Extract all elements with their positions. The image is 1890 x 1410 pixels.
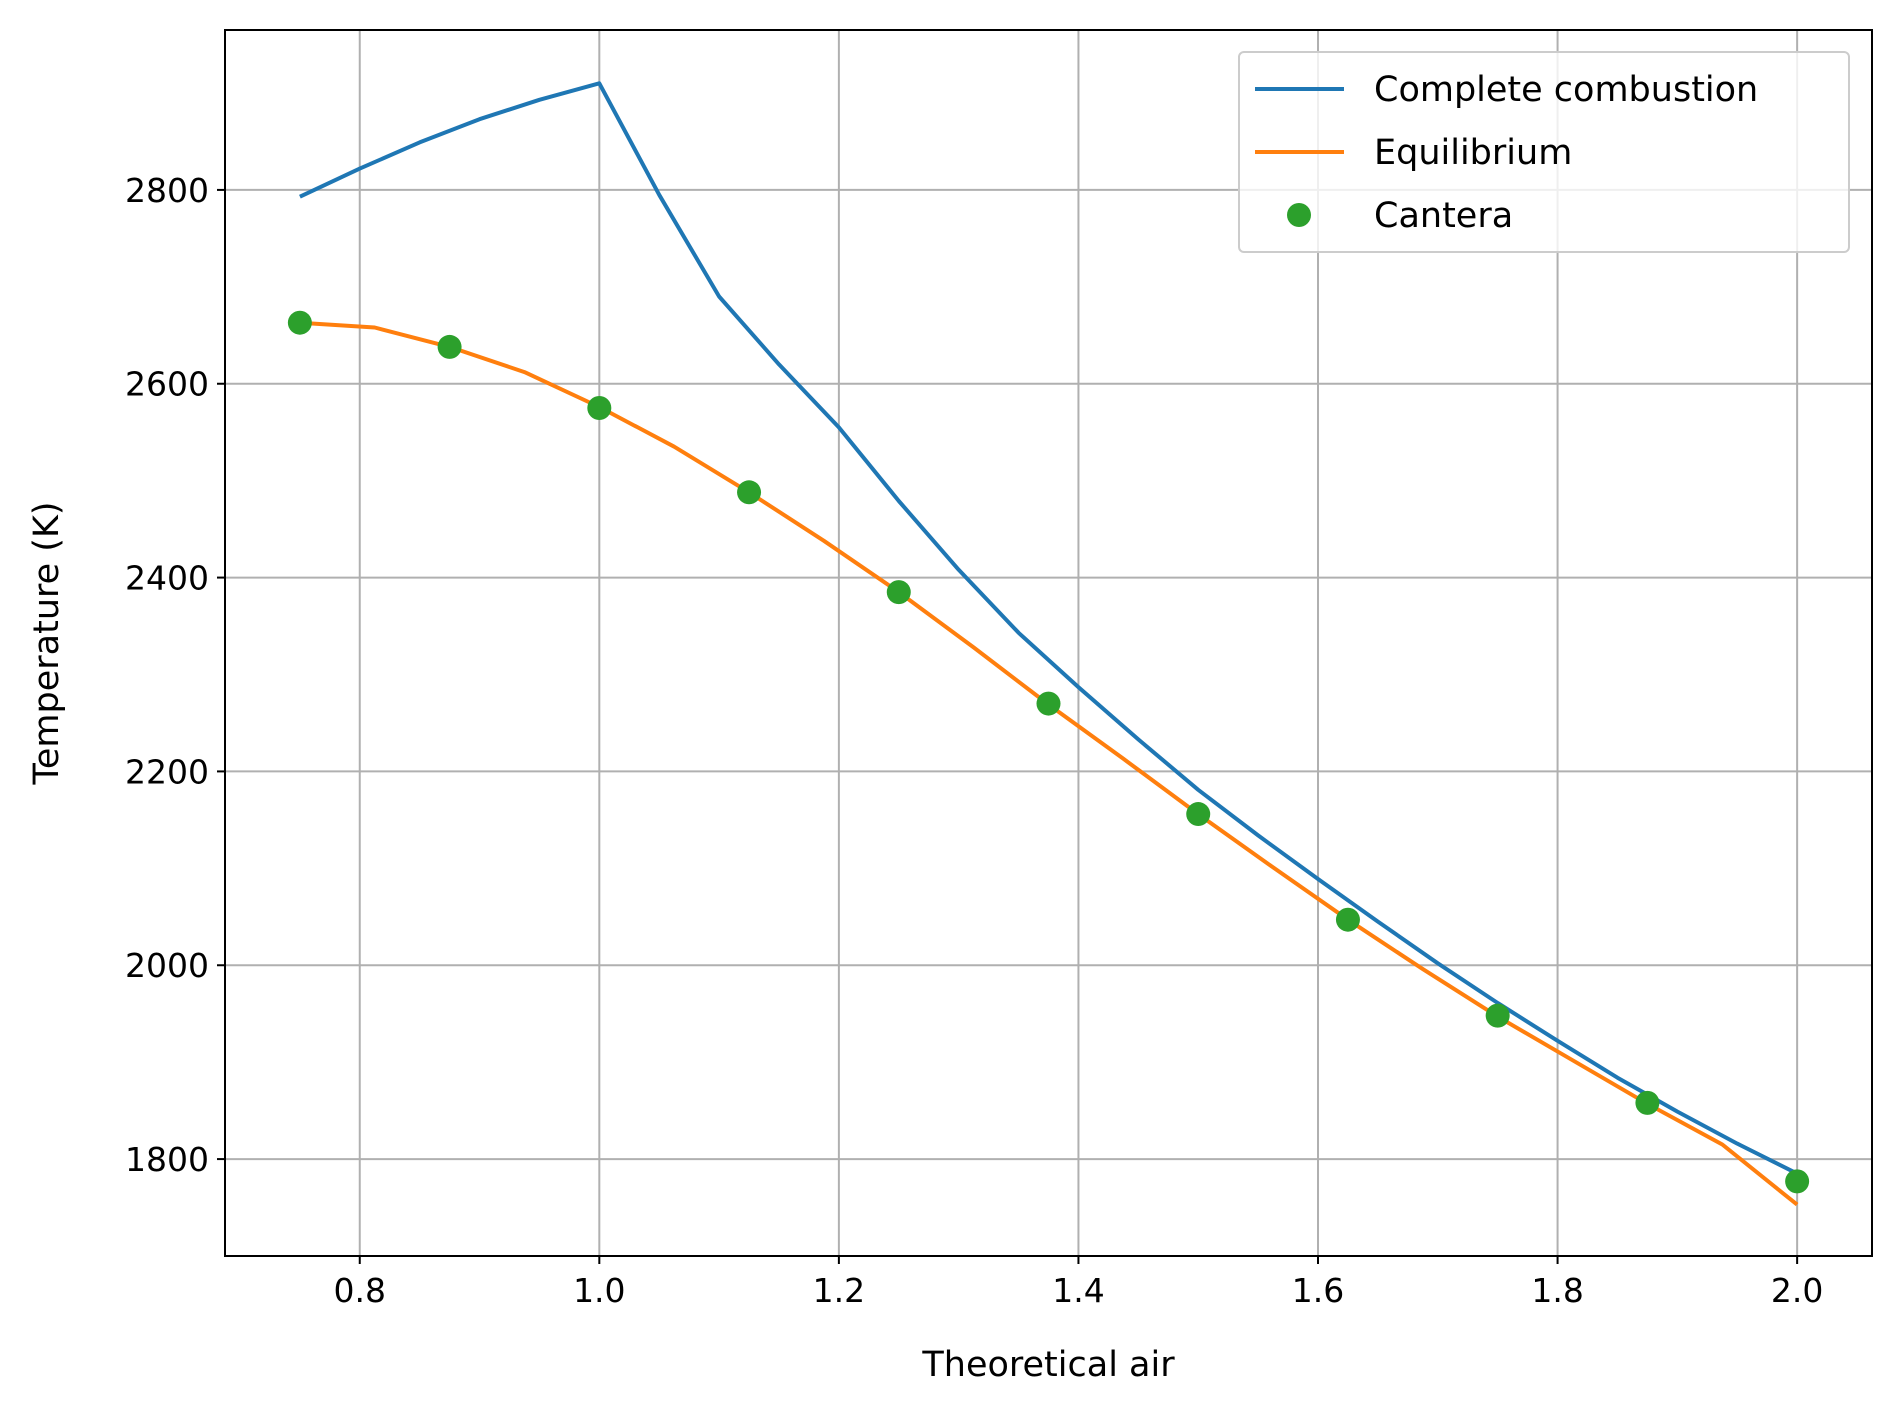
data-point-cantera <box>886 580 911 605</box>
legend-label-complete-combustion: Complete combustion <box>1374 70 1758 110</box>
x-tick-label: 2.0 <box>1771 1271 1823 1310</box>
y-tick-label: 2400 <box>125 559 209 598</box>
x-tick-label: 1.2 <box>813 1271 865 1310</box>
y-tick-label: 1800 <box>125 1140 209 1179</box>
legend: Complete combustion Equilibrium Cantera <box>1238 51 1850 253</box>
x-tick-label: 1.0 <box>573 1271 625 1310</box>
x-tick-label: 1.6 <box>1292 1271 1344 1310</box>
x-tick-label: 1.8 <box>1531 1271 1583 1310</box>
legend-label-cantera: Cantera <box>1374 196 1513 236</box>
x-axis-label: Theoretical air <box>921 1345 1175 1385</box>
data-point-cantera <box>737 480 762 505</box>
legend-box <box>1238 51 1850 253</box>
y-axis-label: Temperature (K) <box>27 501 67 785</box>
y-tick-label: 2000 <box>125 946 209 985</box>
x-ticks: 0.8 1.0 1.2 1.4 1.6 1.8 2.0 <box>334 1256 1823 1310</box>
data-point-cantera <box>287 310 312 335</box>
data-point-cantera <box>1635 1090 1660 1115</box>
x-tick-label: 0.8 <box>334 1271 386 1310</box>
plot-lines <box>287 81 1810 1207</box>
legend-swatch-cantera <box>1287 203 1311 227</box>
data-point-cantera <box>1785 1169 1810 1194</box>
legend-label-equilibrium: Equilibrium <box>1374 133 1572 173</box>
data-point-cantera <box>437 334 462 359</box>
x-tick-label: 1.4 <box>1052 1271 1104 1310</box>
y-ticks: 1800 2000 2200 2400 2600 2800 <box>125 171 225 1179</box>
data-point-cantera <box>1335 907 1360 932</box>
plot-frame <box>224 29 1873 1257</box>
y-tick-label: 2800 <box>125 171 209 210</box>
data-point-cantera <box>1036 691 1061 716</box>
data-point-cantera <box>587 395 612 420</box>
series-line-complete-combustion <box>299 81 1798 1176</box>
y-tick-label: 2600 <box>125 365 209 404</box>
grid <box>225 30 1872 1256</box>
legend-items: Complete combustion Equilibrium Cantera <box>1255 70 1758 236</box>
data-point-cantera <box>1485 1003 1510 1028</box>
data-point-cantera <box>1186 802 1211 827</box>
y-tick-label: 2200 <box>125 752 209 791</box>
